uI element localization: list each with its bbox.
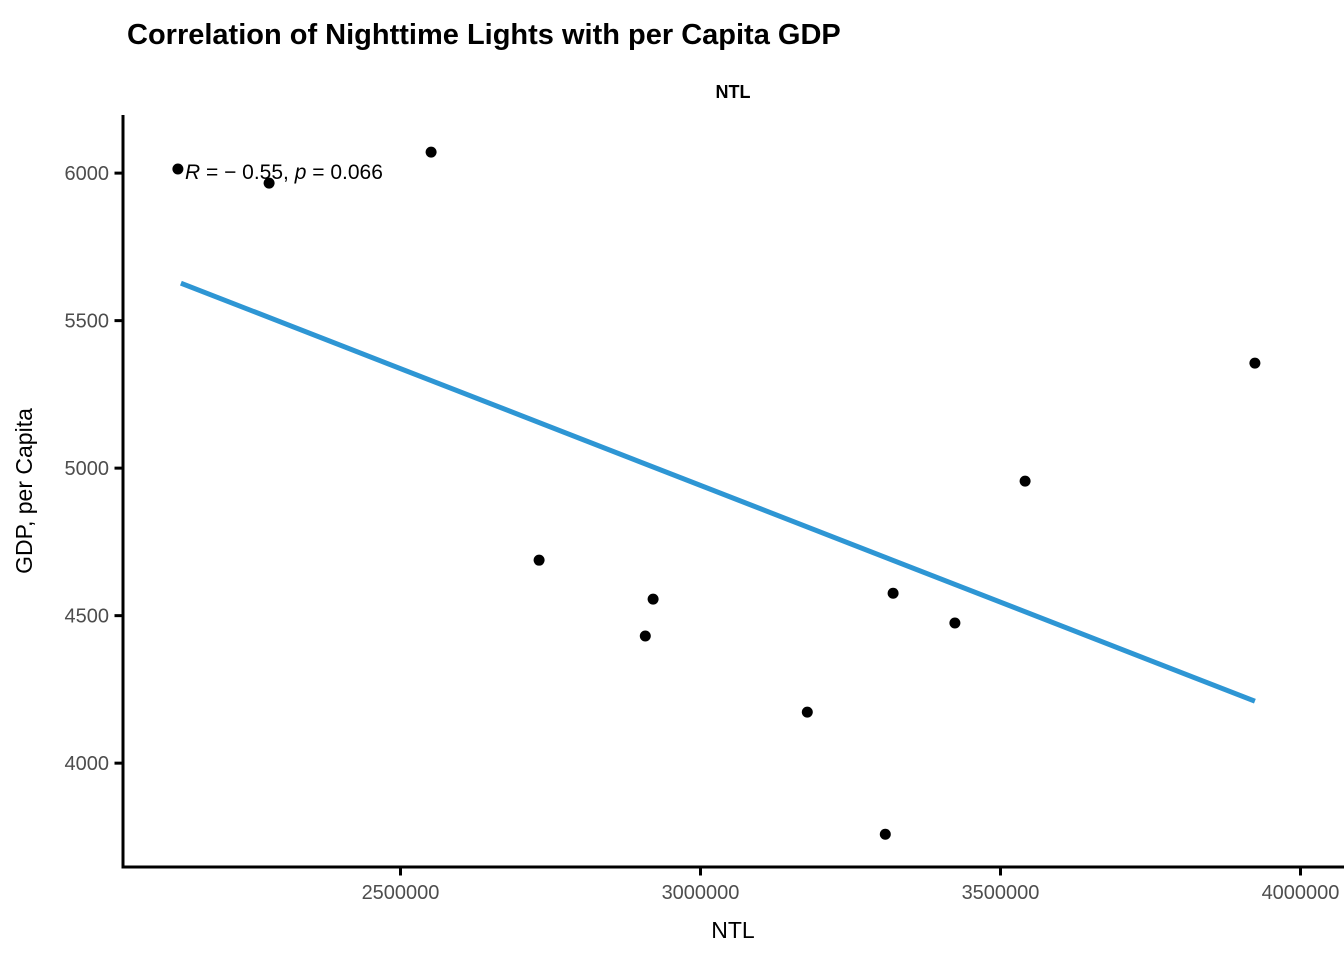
y-tick-label: 5000 bbox=[65, 458, 110, 480]
x-axis-ticks: 2500000 3000000 3500000 4000000 bbox=[362, 868, 1340, 904]
x-tick-label: 3500000 bbox=[962, 882, 1040, 904]
regression-line bbox=[179, 280, 1256, 704]
annotation-r-symbol: R bbox=[185, 161, 200, 184]
data-point bbox=[263, 177, 275, 189]
data-point bbox=[647, 593, 659, 605]
data-point bbox=[425, 146, 437, 158]
y-tick-label: 6000 bbox=[65, 163, 110, 185]
data-point bbox=[639, 630, 651, 642]
annotation-p-value: = 0.066 bbox=[306, 161, 382, 184]
annotation-p-symbol: p bbox=[294, 161, 307, 184]
data-point bbox=[801, 706, 813, 718]
chart-subtitle: NTL bbox=[716, 82, 751, 102]
data-point bbox=[1249, 357, 1261, 369]
data-point bbox=[949, 617, 961, 629]
x-tick-label: 4000000 bbox=[1262, 882, 1340, 904]
chart-title: Correlation of Nighttime Lights with per… bbox=[127, 19, 841, 51]
x-axis-title: NTL bbox=[711, 917, 755, 943]
y-axis-title: GDP, per Capita bbox=[11, 408, 37, 574]
data-point bbox=[1019, 475, 1031, 487]
x-tick-label: 2500000 bbox=[362, 882, 440, 904]
y-tick-label: 4500 bbox=[65, 606, 110, 628]
data-point bbox=[879, 828, 891, 840]
annotation-r-value: = − 0.55, bbox=[200, 161, 295, 184]
y-tick-label: 4000 bbox=[65, 753, 110, 775]
x-tick-label: 3000000 bbox=[662, 882, 740, 904]
data-points bbox=[172, 146, 1261, 840]
data-point bbox=[172, 163, 184, 175]
y-tick-label: 5500 bbox=[65, 311, 110, 333]
y-axis-ticks: 4000 4500 5000 5500 6000 bbox=[65, 163, 122, 775]
data-point bbox=[887, 587, 899, 599]
data-point bbox=[533, 554, 545, 566]
correlation-annotation: R = − 0.55, p = 0.066 bbox=[185, 161, 383, 184]
